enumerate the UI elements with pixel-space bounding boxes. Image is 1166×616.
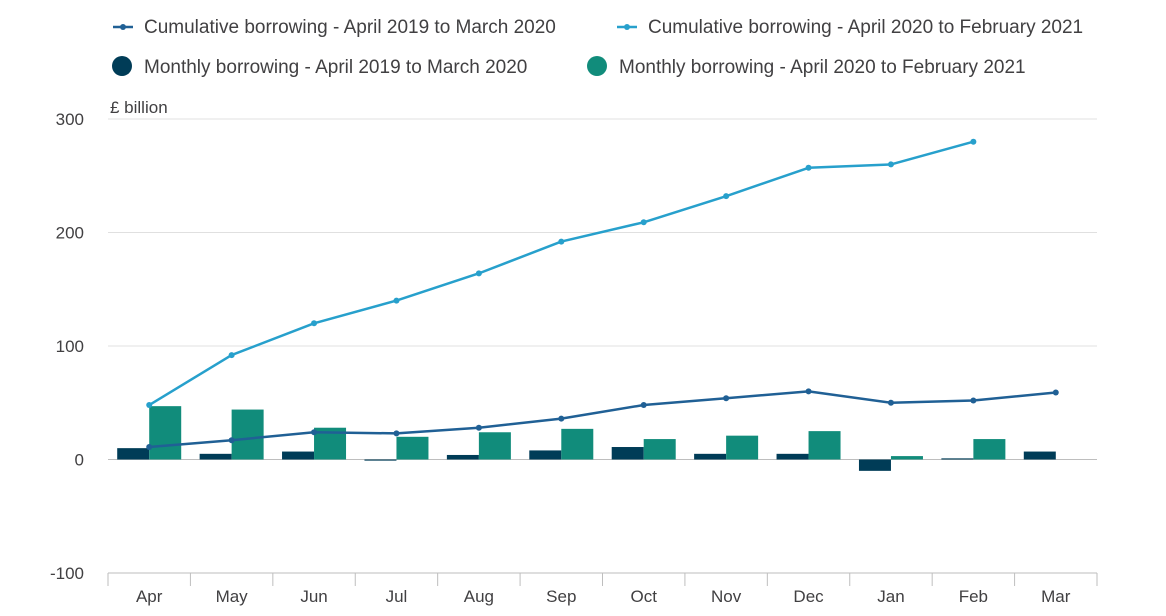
legend: Cumulative borrowing - April 2019 to Mar… bbox=[112, 17, 1083, 78]
x-tick-label: Apr bbox=[136, 587, 163, 606]
line-cumulative-2019 bbox=[149, 390, 1056, 449]
point-cumulative-2019 bbox=[887, 399, 894, 406]
line-cumulative-2020 bbox=[148, 140, 974, 407]
gridlines bbox=[108, 118, 1097, 460]
legend-item-monthly-2019: Monthly borrowing - April 2019 to March … bbox=[112, 56, 527, 78]
y-axis-unit-label: £ billion bbox=[110, 98, 168, 117]
bar-monthly-2019-dec bbox=[776, 453, 809, 460]
bar-monthly-2020-aug bbox=[478, 432, 511, 460]
legend-swatch-dot bbox=[112, 56, 132, 76]
bar-monthly-2020-feb bbox=[973, 439, 1006, 460]
point-cumulative-2019 bbox=[1052, 389, 1059, 396]
bar-monthly-2019-jan bbox=[858, 459, 891, 471]
legend-item-monthly-2020: Monthly borrowing - April 2020 to Februa… bbox=[587, 56, 1026, 78]
point-cumulative-2020 bbox=[311, 320, 318, 327]
x-tick-label: May bbox=[216, 587, 249, 606]
bar-monthly-2019-feb bbox=[941, 458, 974, 460]
lines bbox=[146, 138, 1059, 451]
y-tick-label: 300 bbox=[56, 110, 84, 129]
legend-item-cumulative-2019: Cumulative borrowing - April 2019 to Mar… bbox=[113, 17, 556, 38]
legend-swatch-dot bbox=[120, 24, 126, 30]
bar-monthly-2020-apr bbox=[149, 406, 182, 460]
x-tick-label: Jan bbox=[877, 587, 904, 606]
bar-monthly-2019-sep bbox=[529, 450, 562, 460]
bar-monthly-2019-may bbox=[199, 453, 232, 460]
y-tick-label: -100 bbox=[50, 564, 84, 583]
x-tick-label: Sep bbox=[546, 587, 576, 606]
point-cumulative-2020 bbox=[475, 270, 482, 277]
y-tick-label: 100 bbox=[56, 337, 84, 356]
point-cumulative-2020 bbox=[228, 352, 235, 359]
x-tick-label: Mar bbox=[1041, 587, 1071, 606]
x-tick-label: Feb bbox=[959, 587, 988, 606]
bar-monthly-2019-apr bbox=[117, 448, 150, 460]
bar-monthly-2020-jan bbox=[890, 456, 923, 460]
point-cumulative-2019 bbox=[393, 430, 400, 437]
bar-monthly-2019-jun bbox=[282, 451, 315, 460]
point-cumulative-2019 bbox=[311, 429, 318, 436]
x-tick-label: Oct bbox=[630, 587, 657, 606]
legend-swatch-dot bbox=[587, 56, 607, 76]
point-cumulative-2019 bbox=[228, 437, 235, 444]
legend-label: Monthly borrowing - April 2020 to Februa… bbox=[619, 57, 1026, 78]
legend-label: Monthly borrowing - April 2019 to March … bbox=[144, 57, 527, 78]
bars bbox=[117, 406, 1056, 471]
point-cumulative-2019 bbox=[475, 424, 482, 431]
y-axis-ticks: 300 200 100 0 -100 bbox=[50, 110, 84, 583]
bar-monthly-2019-mar bbox=[1023, 451, 1056, 460]
bar-monthly-2020-may bbox=[231, 409, 264, 460]
point-cumulative-2019 bbox=[558, 415, 565, 422]
x-tick-label: Dec bbox=[793, 587, 824, 606]
point-cumulative-2020 bbox=[146, 402, 153, 409]
point-cumulative-2020 bbox=[887, 161, 894, 168]
point-cumulative-2020 bbox=[558, 238, 565, 245]
legend-item-cumulative-2020: Cumulative borrowing - April 2020 to Feb… bbox=[617, 17, 1083, 38]
bar-monthly-2019-jul bbox=[364, 459, 397, 461]
bar-monthly-2020-oct bbox=[643, 439, 676, 460]
legend-label: Cumulative borrowing - April 2020 to Feb… bbox=[648, 17, 1083, 38]
y-tick-label: 200 bbox=[56, 224, 84, 243]
point-cumulative-2019 bbox=[970, 397, 977, 404]
point-cumulative-2019 bbox=[805, 388, 812, 395]
bar-monthly-2020-sep bbox=[561, 428, 594, 460]
point-cumulative-2020 bbox=[640, 219, 647, 226]
bar-monthly-2020-jul bbox=[396, 436, 429, 460]
point-cumulative-2020 bbox=[970, 138, 977, 145]
point-cumulative-2019 bbox=[723, 395, 730, 402]
x-tick-label: Nov bbox=[711, 587, 742, 606]
bar-monthly-2019-nov bbox=[694, 453, 727, 460]
legend-label: Cumulative borrowing - April 2019 to Mar… bbox=[144, 17, 556, 38]
bar-monthly-2019-aug bbox=[446, 454, 479, 460]
x-tick-label: Jul bbox=[386, 587, 408, 606]
bar-monthly-2020-nov bbox=[726, 435, 759, 460]
point-cumulative-2019 bbox=[146, 444, 153, 451]
x-axis: Apr May Jun Jul Aug Sep Oct Nov Dec Jan Feb Mar bbox=[107, 572, 1098, 606]
bar-monthly-2019-oct bbox=[611, 447, 644, 460]
bar-monthly-2020-dec bbox=[808, 431, 841, 460]
point-cumulative-2019 bbox=[640, 402, 647, 409]
y-tick-label: 0 bbox=[75, 451, 84, 470]
point-cumulative-2020 bbox=[723, 193, 730, 200]
x-tick-label: Jun bbox=[300, 587, 327, 606]
legend-swatch-dot bbox=[624, 24, 630, 30]
x-tick-label: Aug bbox=[464, 587, 494, 606]
point-cumulative-2020 bbox=[805, 164, 812, 171]
point-cumulative-2020 bbox=[393, 297, 400, 304]
